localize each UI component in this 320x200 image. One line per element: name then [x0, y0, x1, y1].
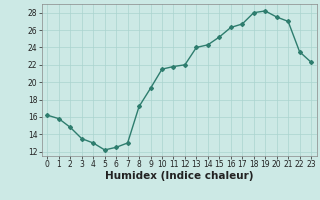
X-axis label: Humidex (Indice chaleur): Humidex (Indice chaleur): [105, 171, 253, 181]
